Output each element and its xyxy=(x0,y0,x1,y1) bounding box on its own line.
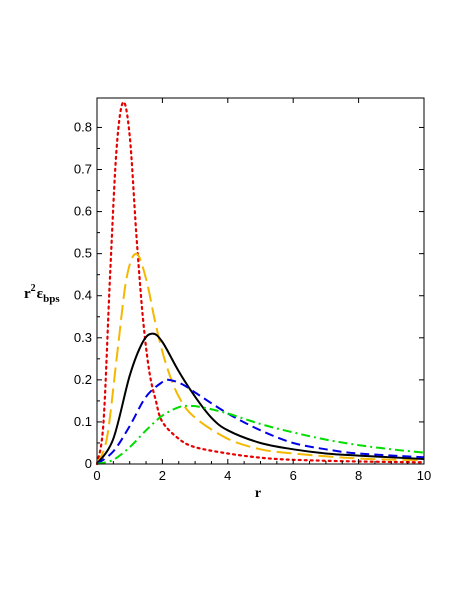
plot-frame xyxy=(96,97,425,465)
y-tick-label: 0.3 xyxy=(74,330,92,345)
series-line-2 xyxy=(96,252,425,465)
x-tick-label: 6 xyxy=(290,468,297,483)
y-tick-label: 0.6 xyxy=(74,204,92,219)
series-line-4 xyxy=(96,378,425,465)
x-axis-label: r xyxy=(255,486,261,501)
x-tick-label: 2 xyxy=(159,468,166,483)
y-tick-label: 0.1 xyxy=(74,414,92,429)
x-tick-label: 0 xyxy=(93,468,100,483)
x-tick-label: 4 xyxy=(224,468,231,483)
y-tick-label: 0.8 xyxy=(74,119,92,134)
series-line-5 xyxy=(96,404,425,465)
y-tick-label: 0.5 xyxy=(74,246,92,261)
y-tick-label: 0 xyxy=(85,456,92,471)
series-line-1 xyxy=(95,101,426,466)
series-line-3 xyxy=(96,332,425,465)
plot-area xyxy=(95,101,426,466)
x-tick-label: 10 xyxy=(417,468,431,483)
y-axis-label-sup: 2 xyxy=(31,283,36,294)
y-axis-label-base: r xyxy=(24,286,31,302)
y-axis-label-sub: bps xyxy=(43,293,60,305)
y-tick-label: 0.7 xyxy=(74,162,92,177)
y-axis-label: r2εbps xyxy=(24,283,60,305)
x-tick-label: 8 xyxy=(355,468,362,483)
y-axis-label-symbol: ε xyxy=(37,286,44,302)
y-tick-label: 0.4 xyxy=(74,288,92,303)
axes: 0 2 4 6 8 10 0 0.1 0.2 0.3 0.4 0.5 0.6 0.7 0.8 xyxy=(74,97,431,483)
y-tick-label: 0.2 xyxy=(74,372,92,387)
